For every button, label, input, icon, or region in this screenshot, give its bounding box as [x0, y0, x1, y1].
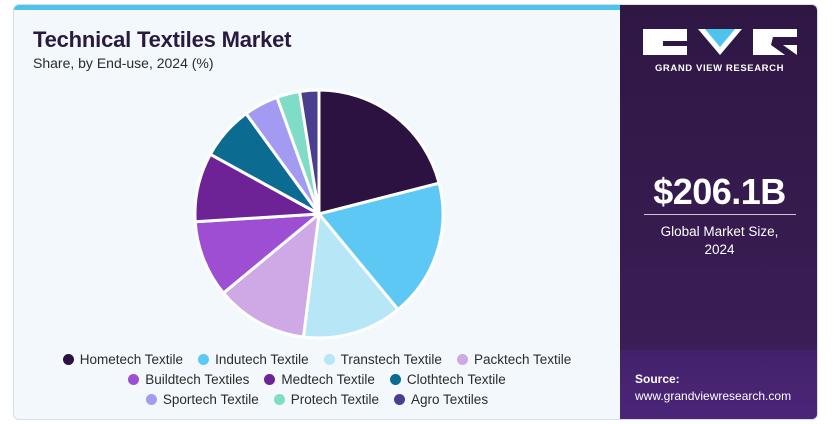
market-size-value: $206.1B [653, 171, 786, 212]
market-size-label: Global Market Size, 2024 [620, 223, 817, 259]
legend-label: Sportech Textile [162, 391, 259, 407]
legend-row-1: Hometech Textile Indutech Textile Transt… [14, 349, 620, 369]
legend-label: Transtech Textile [340, 351, 442, 367]
pie-slice-buildtech-textiles [193, 212, 321, 295]
legend-label: Indutech Textile [215, 351, 309, 367]
legend-item: Protech Textile [273, 391, 380, 407]
legend-item: Medtech Textile [264, 372, 375, 387]
legend-swatch [389, 373, 401, 385]
market-size-label-line1: Global Market Size, [660, 224, 779, 239]
legend-item: Transtech Textile [323, 351, 442, 367]
pie-svg [193, 88, 445, 340]
chart-subtitle: Share, by End-use, 2024 (%) [33, 55, 214, 71]
legend-item: Hometech Textile [62, 351, 184, 367]
chart-card: Technical Textiles Market Share, by End-… [13, 4, 818, 420]
legend-label: Hometech Textile [79, 351, 184, 367]
market-size-label-line2: 2024 [704, 242, 735, 257]
accent-bar [14, 5, 620, 10]
legend-swatch [273, 393, 285, 405]
side-panel: GRAND VIEW RESEARCH $206.1B Global Marke… [620, 5, 817, 419]
legend-swatch [323, 353, 335, 365]
source-url[interactable]: www.grandviewresearch.com [635, 389, 792, 403]
legend-item: Packtech Textile [456, 351, 572, 367]
legend-item: Sportech Textile [145, 391, 259, 407]
legend-swatch [456, 353, 468, 365]
legend-row-2: Buildtech Textiles Medtech Textile Cloth… [14, 369, 620, 389]
legend-label: Packtech Textile [473, 351, 572, 367]
legend-label: Medtech Textile [281, 371, 375, 387]
legend-swatch [128, 373, 140, 385]
pie-slice-agro-textiles [298, 88, 321, 216]
legend-swatch [145, 393, 157, 405]
brand-name: GRAND VIEW RESEARCH [654, 63, 785, 74]
divider [644, 214, 796, 215]
legend-item: Buildtech Textiles [128, 372, 249, 387]
source-block: Source: www.grandviewresearch.com [620, 350, 817, 419]
legend-swatch [264, 373, 276, 385]
gvr-logo-icon [643, 29, 797, 55]
pie-slice-transtech-textile [301, 212, 400, 340]
legend-swatch [394, 393, 406, 405]
legend-item: Agro Textiles [394, 392, 488, 407]
legend-label: Agro Textiles [411, 391, 489, 407]
legend-label: Protech Textile [290, 391, 380, 407]
legend-item: Indutech Textile [198, 352, 309, 367]
chart-title: Technical Textiles Market [33, 27, 292, 52]
pie-slice-packtech-textile [221, 212, 321, 339]
pie-slice-indutech-textile [317, 181, 445, 312]
legend-swatch [198, 353, 210, 365]
legend-label: Buildtech Textiles [145, 371, 250, 387]
source-label: Source: [635, 372, 680, 386]
legend-item: Clothtech Textile [389, 371, 506, 387]
legend: Hometech Textile Indutech Textile Transt… [14, 349, 620, 409]
pie-slice-hometech-textile [317, 88, 441, 216]
legend-row-3: Sportech Textile Protech Textile Agro Te… [14, 389, 620, 409]
pie-chart [174, 80, 464, 350]
legend-swatch [62, 353, 74, 365]
legend-label: Clothtech Textile [406, 371, 506, 387]
